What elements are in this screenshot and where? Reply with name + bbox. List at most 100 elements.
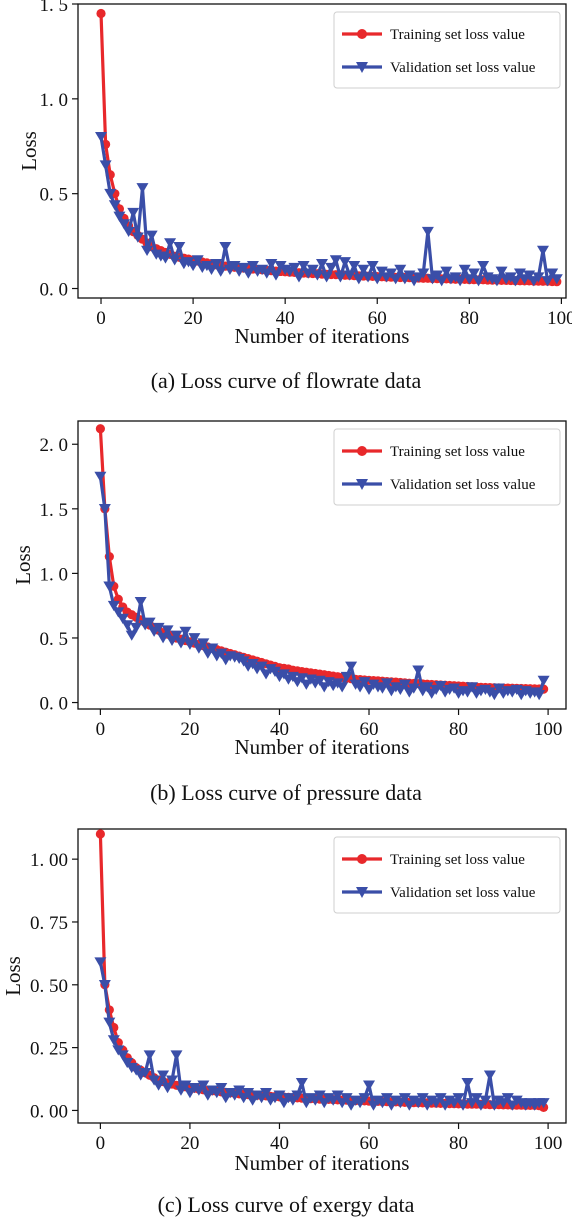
data-point xyxy=(457,1100,470,1111)
data-point xyxy=(95,829,105,839)
data-point xyxy=(398,679,411,690)
series-line xyxy=(98,476,546,697)
data-point xyxy=(325,262,338,274)
data-point xyxy=(495,266,508,277)
data-point xyxy=(168,255,181,266)
data-point xyxy=(297,260,310,272)
legend-label: Validation set loss value xyxy=(390,477,536,493)
y-tick-label: 1. 0 xyxy=(40,90,69,111)
data-point xyxy=(116,1050,129,1061)
legend-marker xyxy=(356,887,368,898)
data-point xyxy=(461,687,474,698)
data-point xyxy=(421,682,434,693)
y-tick-label: 0. 0 xyxy=(40,280,69,301)
data-point xyxy=(479,1095,492,1106)
plot-frame xyxy=(77,3,567,299)
y-axis-label: Loss xyxy=(17,131,41,171)
data-point xyxy=(139,1067,152,1079)
data-point xyxy=(483,1070,496,1081)
data-point xyxy=(313,675,326,686)
x-tick-label: 100 xyxy=(534,719,563,740)
data-point xyxy=(161,625,174,636)
data-point xyxy=(98,979,111,991)
data-point xyxy=(490,276,503,287)
y-tick-label: 1. 5 xyxy=(40,0,69,16)
data-point xyxy=(509,276,522,287)
data-point xyxy=(291,1090,304,1101)
x-tick-label: 0 xyxy=(96,1133,106,1154)
data-point xyxy=(166,635,179,646)
data-point xyxy=(371,274,384,285)
x-tick-label: 80 xyxy=(460,308,479,329)
data-point xyxy=(107,1035,120,1046)
legend-marker xyxy=(356,62,368,73)
data-point xyxy=(277,669,290,680)
data-point xyxy=(95,131,108,143)
x-tick-label: 0 xyxy=(96,719,106,740)
y-tick-label: 0. 5 xyxy=(40,629,69,650)
legend: Training set loss value Validation set lo… xyxy=(333,428,561,506)
data-point xyxy=(215,1083,228,1094)
data-point xyxy=(550,274,563,285)
data-point xyxy=(357,264,370,275)
data-point xyxy=(537,675,550,686)
data-point xyxy=(465,682,478,693)
y-tick-label: 0. 5 xyxy=(40,185,69,206)
figure-b: 0 20 40 60 80 100 0. 0 0. 5 1. 0 1. 5 2. 0 Number o… xyxy=(0,409,572,818)
data-point xyxy=(394,684,407,696)
data-point xyxy=(541,276,554,287)
caption-c: (c) Loss curve of exergy data xyxy=(157,1192,415,1217)
data-point xyxy=(174,638,187,649)
legend-label: Validation set loss value xyxy=(390,60,536,76)
data-point xyxy=(306,264,319,275)
y-tick-label: 0. 75 xyxy=(30,913,68,934)
data-point xyxy=(228,260,241,272)
data-point xyxy=(159,253,172,264)
series-validation xyxy=(94,471,550,701)
data-point xyxy=(533,689,546,701)
series-line xyxy=(99,136,559,283)
figure-c: 0 20 40 60 80 100 0. 00 0. 25 0. 50 0. 75 1. 00 Num… xyxy=(0,818,572,1229)
data-point xyxy=(375,266,388,277)
data-point xyxy=(434,680,447,692)
series-validation xyxy=(95,131,563,287)
data-point xyxy=(116,613,129,624)
data-point xyxy=(431,270,444,281)
data-point xyxy=(187,260,200,272)
data-point xyxy=(339,257,352,268)
data-point xyxy=(407,683,420,694)
data-point xyxy=(366,260,379,272)
data-point xyxy=(255,661,268,672)
data-point xyxy=(206,643,219,654)
legend-marker xyxy=(357,29,367,39)
data-point xyxy=(166,1075,179,1086)
figure-a: 0 20 40 60 80 100 0. 0 0. 5 1. 0 1. 5 Number of it… xyxy=(0,0,572,409)
x-tick-label: 0 xyxy=(96,308,106,329)
x-tick-label: 40 xyxy=(270,719,289,740)
data-point xyxy=(94,957,107,968)
data-point xyxy=(340,671,353,683)
data-point xyxy=(99,160,112,171)
data-point xyxy=(412,665,425,676)
data-point xyxy=(458,264,471,275)
data-point xyxy=(537,1098,550,1109)
data-point xyxy=(343,270,356,281)
data-point xyxy=(300,679,313,690)
data-point xyxy=(192,643,205,654)
x-tick-label: 60 xyxy=(360,719,379,740)
data-point xyxy=(145,230,158,241)
data-point xyxy=(403,270,416,281)
legend-label: Validation set loss value xyxy=(390,885,536,901)
data-point xyxy=(286,671,299,683)
data-point xyxy=(157,633,170,644)
data-point xyxy=(329,255,342,266)
data-point xyxy=(536,245,549,256)
chart-exergy: 0 20 40 60 80 100 0. 00 0. 25 0. 50 0. 75 1. 00 Num… xyxy=(1,828,567,1175)
data-point xyxy=(363,684,376,696)
x-tick-label: 40 xyxy=(270,1133,289,1154)
data-point xyxy=(246,260,259,272)
data-point xyxy=(170,630,183,641)
data-point xyxy=(161,1083,174,1094)
data-point xyxy=(104,188,117,200)
data-point xyxy=(292,272,305,283)
